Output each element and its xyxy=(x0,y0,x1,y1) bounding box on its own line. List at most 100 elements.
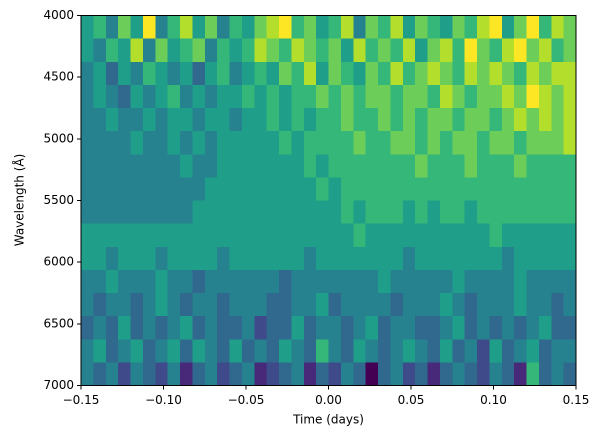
heatmap-cell xyxy=(563,108,577,132)
heatmap-cell xyxy=(192,154,206,178)
heatmap-cell xyxy=(340,61,354,86)
heatmap-cell xyxy=(167,154,181,178)
heatmap-cell xyxy=(167,61,181,86)
heatmap-cell xyxy=(340,38,354,63)
heatmap-cell xyxy=(254,108,268,132)
heatmap-cell xyxy=(402,38,416,63)
heatmap-cell xyxy=(130,200,144,225)
heatmap-cell xyxy=(501,84,515,109)
heatmap-cell xyxy=(118,177,131,201)
heatmap-cell xyxy=(254,223,268,248)
heatmap-cell xyxy=(142,339,156,363)
heatmap-cell xyxy=(365,200,379,225)
heatmap-cell xyxy=(439,15,453,40)
heatmap-cell xyxy=(340,15,354,40)
heatmap-cell xyxy=(93,269,107,294)
heatmap-cell xyxy=(538,38,552,63)
heatmap-cell xyxy=(81,38,94,63)
heatmap-cell xyxy=(526,200,540,225)
heatmap-cell xyxy=(501,223,515,248)
heatmap-cell xyxy=(563,246,577,271)
heatmap-cell xyxy=(563,177,577,201)
heatmap-cell xyxy=(464,154,478,178)
heatmap-cell xyxy=(266,339,280,363)
heatmap-cell xyxy=(452,339,466,363)
heatmap-cell xyxy=(439,200,453,225)
heatmap-cell xyxy=(365,293,379,317)
heatmap-cell xyxy=(142,108,156,132)
heatmap-cell xyxy=(464,223,478,248)
heatmap-cell xyxy=(340,362,354,386)
heatmap-cell xyxy=(514,154,527,178)
heatmap-cell xyxy=(217,84,230,109)
heatmap-cell xyxy=(291,223,305,248)
heatmap-cell xyxy=(390,131,404,155)
heatmap-cell xyxy=(328,131,342,155)
heatmap-cell xyxy=(229,108,243,132)
heatmap-cell xyxy=(316,362,329,386)
heatmap-cell xyxy=(279,339,292,363)
heatmap-cell xyxy=(105,15,119,40)
heatmap-cell xyxy=(217,38,230,63)
heatmap-cell xyxy=(81,177,94,201)
heatmap-cell xyxy=(167,223,181,248)
heatmap-cell xyxy=(538,108,552,132)
heatmap-cell xyxy=(180,269,193,294)
heatmap-cell xyxy=(365,108,379,132)
heatmap-cell xyxy=(279,177,292,201)
heatmap-cell xyxy=(217,177,230,201)
heatmap-cell xyxy=(340,84,354,109)
heatmap-cell xyxy=(316,84,329,109)
heatmap-cell xyxy=(279,223,292,248)
x-tick-label: 0.05 xyxy=(398,393,425,407)
heatmap-cell xyxy=(464,61,478,86)
heatmap-cell xyxy=(489,339,503,363)
heatmap-cell xyxy=(489,246,503,271)
heatmap-cell xyxy=(303,223,317,248)
heatmap-cell xyxy=(452,246,466,271)
heatmap-cell xyxy=(427,339,441,363)
heatmap-cell xyxy=(365,84,379,109)
heatmap-cell xyxy=(452,316,466,340)
heatmap-cell xyxy=(241,293,255,317)
heatmap-cell xyxy=(514,84,527,109)
heatmap-cell xyxy=(192,246,206,271)
heatmap-cell xyxy=(142,269,156,294)
heatmap-cell xyxy=(427,177,441,201)
heatmap-cell xyxy=(464,15,478,40)
heatmap-cell xyxy=(254,362,268,386)
heatmap-cell xyxy=(365,38,379,63)
heatmap-cell xyxy=(266,269,280,294)
heatmap-cell xyxy=(180,15,193,40)
heatmap-cell xyxy=(105,108,119,132)
heatmap-cell xyxy=(303,131,317,155)
heatmap-cell xyxy=(142,200,156,225)
heatmap-cell xyxy=(514,38,527,63)
heatmap-cell xyxy=(551,293,565,317)
heatmap-cell xyxy=(180,339,193,363)
heatmap-cell xyxy=(353,269,367,294)
heatmap-cell xyxy=(81,108,94,132)
heatmap-cell xyxy=(217,108,230,132)
heatmap-cell xyxy=(217,200,230,225)
heatmap-cell xyxy=(427,316,441,340)
heatmap-cell xyxy=(316,15,329,40)
heatmap-cell xyxy=(142,223,156,248)
heatmap-cell xyxy=(563,362,577,386)
heatmap-cell xyxy=(328,269,342,294)
heatmap-cell xyxy=(551,38,565,63)
heatmap-cell xyxy=(155,246,169,271)
heatmap-cell xyxy=(365,61,379,86)
heatmap-cell xyxy=(390,316,404,340)
y-axis-label: Wavelength (Å) xyxy=(12,154,27,247)
heatmap-cell xyxy=(204,223,218,248)
heatmap-cell xyxy=(229,362,243,386)
heatmap-cell xyxy=(378,177,391,201)
heatmap-cell xyxy=(378,293,391,317)
heatmap-cell xyxy=(378,108,391,132)
heatmap-cell xyxy=(266,15,280,40)
heatmap-cell xyxy=(353,61,367,86)
heatmap-cell xyxy=(316,246,329,271)
heatmap-cell xyxy=(365,246,379,271)
heatmap-cell xyxy=(142,293,156,317)
